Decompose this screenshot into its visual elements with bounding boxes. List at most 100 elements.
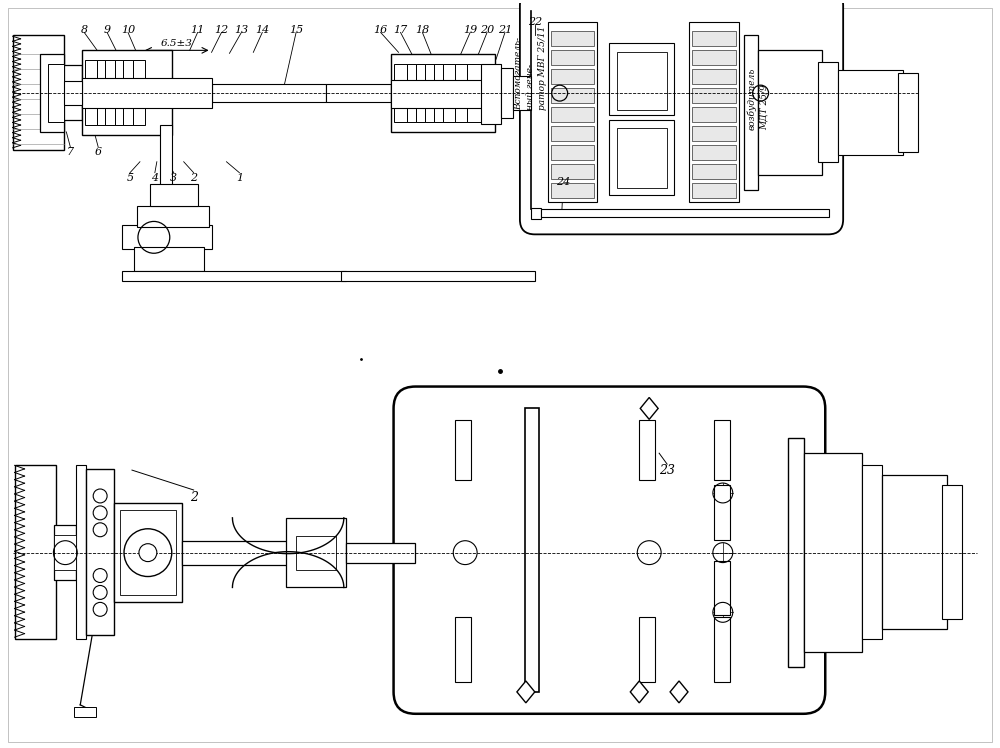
Bar xyxy=(531,207,541,219)
Bar xyxy=(286,518,346,587)
Bar xyxy=(882,475,947,629)
Bar xyxy=(551,183,594,197)
Bar xyxy=(455,617,471,682)
Bar xyxy=(551,164,594,179)
Bar xyxy=(838,70,903,155)
Bar xyxy=(551,145,594,160)
Bar xyxy=(394,64,407,122)
Bar xyxy=(788,438,804,667)
Text: 14: 14 xyxy=(255,25,269,35)
Bar xyxy=(525,408,539,692)
Bar xyxy=(692,107,736,122)
Text: 8: 8 xyxy=(81,25,88,35)
Bar xyxy=(86,469,114,635)
Text: 6: 6 xyxy=(95,147,102,157)
Text: 20: 20 xyxy=(480,25,494,35)
Bar xyxy=(122,272,346,281)
Bar xyxy=(122,225,212,249)
Bar xyxy=(714,420,730,480)
FancyBboxPatch shape xyxy=(394,387,825,714)
Polygon shape xyxy=(670,681,688,703)
Polygon shape xyxy=(630,681,648,703)
Bar xyxy=(416,64,425,122)
Bar xyxy=(13,10,987,378)
Bar xyxy=(15,465,56,640)
Text: 19: 19 xyxy=(463,25,477,35)
Bar xyxy=(692,164,736,179)
Bar xyxy=(48,64,64,122)
Text: 4: 4 xyxy=(151,173,158,183)
Bar xyxy=(744,35,758,189)
Bar xyxy=(326,85,391,102)
Bar xyxy=(942,485,962,619)
Bar xyxy=(692,126,736,141)
Bar xyxy=(609,120,674,194)
Bar xyxy=(551,88,594,103)
Bar xyxy=(898,73,918,152)
Bar xyxy=(501,68,513,118)
Bar xyxy=(455,420,471,480)
Text: возбудитель
МДТ 25/9: возбудитель МДТ 25/9 xyxy=(747,67,769,130)
Bar xyxy=(434,64,443,122)
Bar xyxy=(551,70,594,85)
Bar xyxy=(341,272,535,281)
Bar xyxy=(617,128,667,188)
Bar xyxy=(689,22,739,201)
Bar xyxy=(551,31,594,46)
Bar xyxy=(692,50,736,65)
Bar xyxy=(467,64,481,122)
Bar xyxy=(97,61,105,125)
Bar xyxy=(13,35,64,150)
Bar xyxy=(639,420,655,480)
Text: 17: 17 xyxy=(393,25,408,35)
Text: 2: 2 xyxy=(190,491,198,504)
Bar xyxy=(115,61,123,125)
Bar xyxy=(391,55,495,132)
Bar xyxy=(617,52,667,110)
Bar xyxy=(862,465,882,640)
Text: 13: 13 xyxy=(234,25,249,35)
Text: 18: 18 xyxy=(415,25,430,35)
Bar xyxy=(551,107,594,122)
FancyBboxPatch shape xyxy=(520,0,843,234)
Bar xyxy=(639,617,655,682)
Bar xyxy=(692,31,736,46)
Bar xyxy=(82,79,212,108)
Bar xyxy=(391,80,495,108)
Bar xyxy=(105,61,115,125)
Text: 11: 11 xyxy=(190,25,205,35)
Bar xyxy=(714,560,730,616)
Bar xyxy=(425,64,434,122)
Bar xyxy=(443,64,455,122)
Bar xyxy=(74,707,96,717)
Text: 2: 2 xyxy=(190,173,197,183)
Text: 7: 7 xyxy=(67,147,74,157)
Text: 6.5±3: 6.5±3 xyxy=(161,39,193,48)
Bar xyxy=(541,209,829,218)
Bar xyxy=(346,543,415,562)
Bar xyxy=(212,85,326,102)
Polygon shape xyxy=(640,397,658,420)
Bar xyxy=(513,76,531,110)
Bar xyxy=(54,525,76,580)
Bar xyxy=(82,50,172,135)
Bar xyxy=(54,535,76,569)
Bar xyxy=(714,485,730,540)
Bar xyxy=(804,453,862,652)
Bar xyxy=(551,126,594,141)
Bar xyxy=(13,384,987,737)
Bar xyxy=(818,62,838,162)
Bar xyxy=(133,61,145,125)
Text: 15: 15 xyxy=(289,25,303,35)
Bar xyxy=(64,82,82,105)
Bar xyxy=(407,64,416,122)
Bar xyxy=(137,206,209,227)
Bar xyxy=(182,541,291,565)
Bar xyxy=(120,510,176,595)
Bar xyxy=(150,183,198,206)
Text: 21: 21 xyxy=(498,25,512,35)
Bar xyxy=(714,617,730,682)
Bar xyxy=(548,22,597,201)
Bar xyxy=(692,183,736,197)
Bar xyxy=(85,61,97,125)
